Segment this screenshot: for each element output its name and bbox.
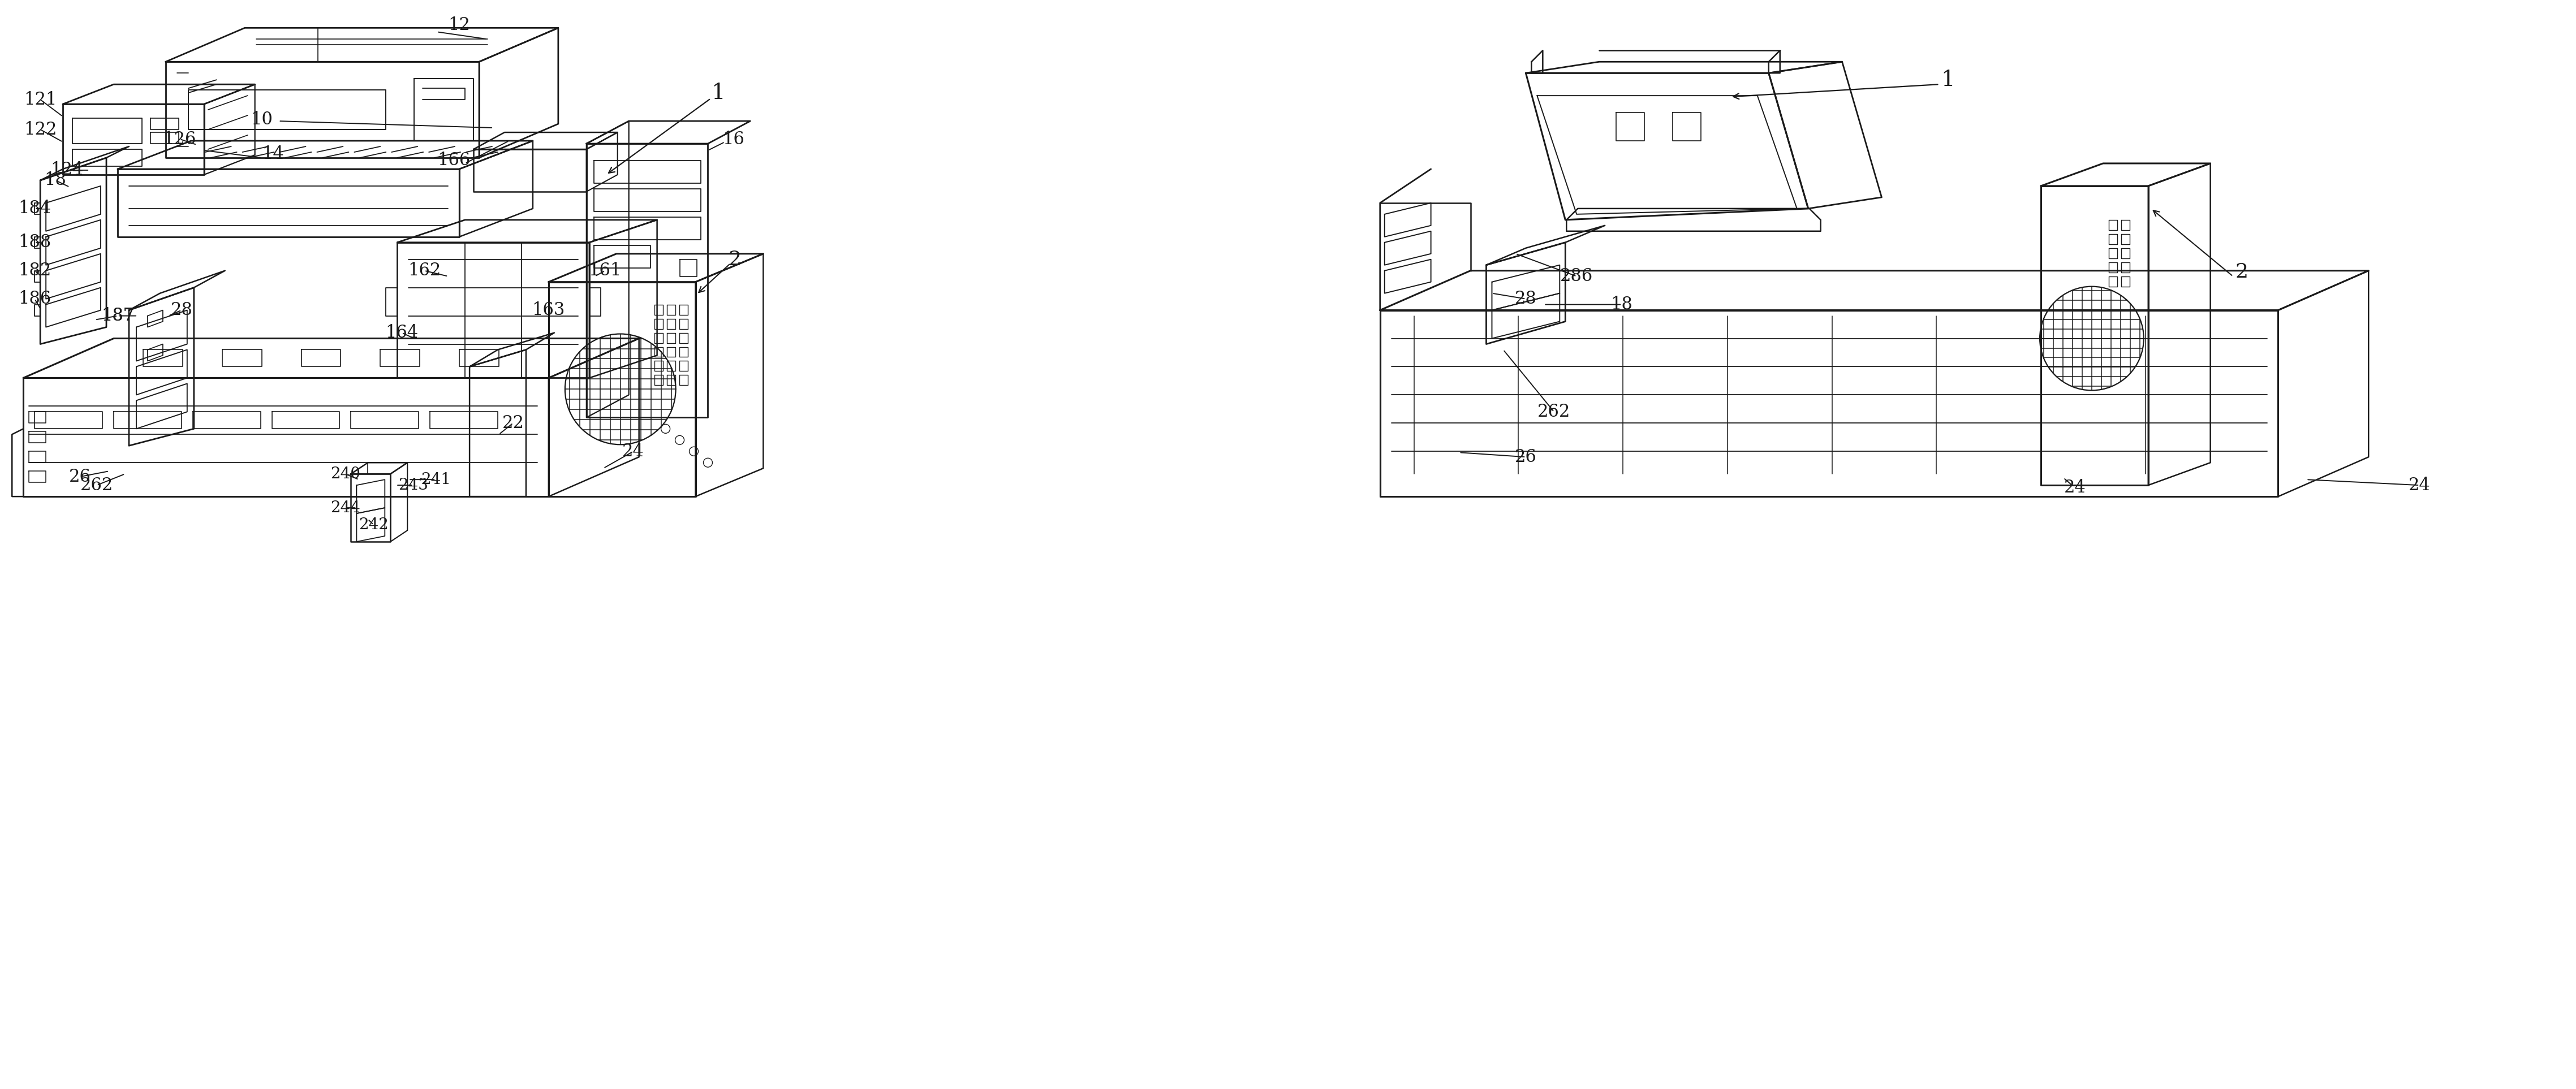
Text: 186: 186 [18,290,52,308]
Text: 16: 16 [721,131,744,148]
Text: 24: 24 [2063,479,2087,497]
Text: 241: 241 [420,472,451,487]
Text: 26: 26 [1515,449,1538,466]
Text: 1: 1 [711,83,724,103]
Text: 124: 124 [52,161,82,179]
Text: 28: 28 [170,302,193,319]
Text: 18: 18 [1610,296,1633,314]
Text: 166: 166 [438,151,471,169]
Text: 244: 244 [330,500,361,515]
Text: 182: 182 [18,261,52,280]
Text: 187: 187 [100,307,134,325]
Text: 163: 163 [533,302,564,319]
Text: 14: 14 [263,146,283,163]
Text: 161: 161 [587,261,621,280]
Text: 162: 162 [407,261,440,280]
Text: 2: 2 [2236,262,2249,281]
Text: 121: 121 [23,90,57,108]
Text: 164: 164 [386,325,417,342]
Text: 262: 262 [80,477,113,494]
Text: 184: 184 [18,199,52,218]
Text: 2: 2 [729,249,742,269]
Text: 24: 24 [623,442,644,461]
Text: 188: 188 [18,234,52,252]
Text: 1: 1 [1940,70,1955,90]
Text: 22: 22 [502,414,523,432]
Text: 12: 12 [448,16,471,34]
Text: 122: 122 [23,121,57,138]
Text: 262: 262 [1538,403,1571,420]
Text: 240: 240 [330,466,361,481]
Text: 242: 242 [358,517,389,533]
Text: 126: 126 [162,131,196,148]
Text: 10: 10 [250,111,273,129]
Text: 187: 187 [100,307,134,325]
Text: 24: 24 [2409,477,2429,494]
Text: 18: 18 [44,172,67,189]
Text: 26: 26 [70,468,90,486]
Text: 28: 28 [1515,290,1538,308]
Text: 286: 286 [1561,268,1592,285]
Text: 243: 243 [399,478,428,493]
